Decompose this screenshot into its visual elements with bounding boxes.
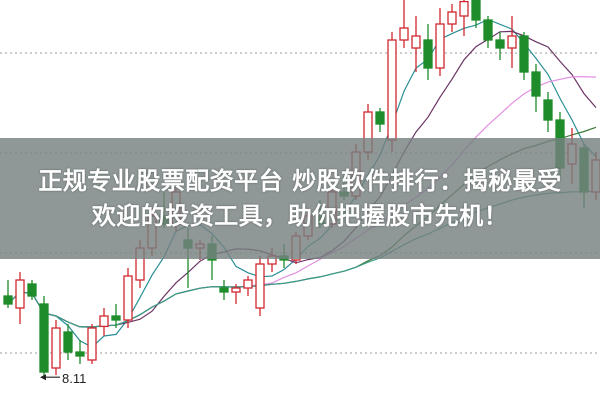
candle-up — [411, 35, 421, 49]
candle-up — [87, 327, 97, 361]
candle-down — [495, 39, 505, 49]
candle-up — [387, 39, 397, 141]
title-banner: 正规专业股票配资平台 炒股软件排行：揭秘最受 欢迎的投资工具，助你把握股市先机！ — [0, 138, 600, 259]
candle-up — [231, 287, 241, 293]
candle-down — [471, 0, 481, 21]
candle-down — [3, 295, 13, 305]
candle-up — [15, 279, 25, 309]
candle-up — [435, 23, 445, 69]
candle-down — [27, 283, 37, 297]
candle-down — [531, 71, 541, 97]
candle-down — [423, 39, 433, 69]
candle-up — [507, 35, 517, 49]
candle-down — [39, 303, 49, 373]
candle-down — [63, 331, 73, 353]
candle-up — [399, 27, 409, 41]
annotation-arrow-head — [40, 374, 46, 381]
low-price-label: 8.11 — [62, 371, 87, 386]
candle-up — [243, 279, 253, 289]
candle-up — [255, 263, 265, 309]
candle-down — [483, 19, 493, 41]
candle-up — [123, 275, 133, 321]
candle-down — [543, 99, 553, 121]
candle-down — [519, 35, 529, 73]
candle-up — [447, 11, 457, 25]
candle-up — [459, 0, 469, 17]
candle-down — [111, 315, 121, 321]
title-line-1: 正规专业股票配资平台 炒股软件排行：揭秘最受 — [38, 166, 562, 195]
candle-down — [75, 351, 85, 357]
candle-up — [99, 315, 109, 328]
title-line-2: 欢迎的投资工具，助你把握股市先机！ — [91, 201, 509, 230]
candle-up — [51, 327, 61, 369]
candle-down — [219, 287, 229, 293]
candle-down — [375, 111, 385, 125]
